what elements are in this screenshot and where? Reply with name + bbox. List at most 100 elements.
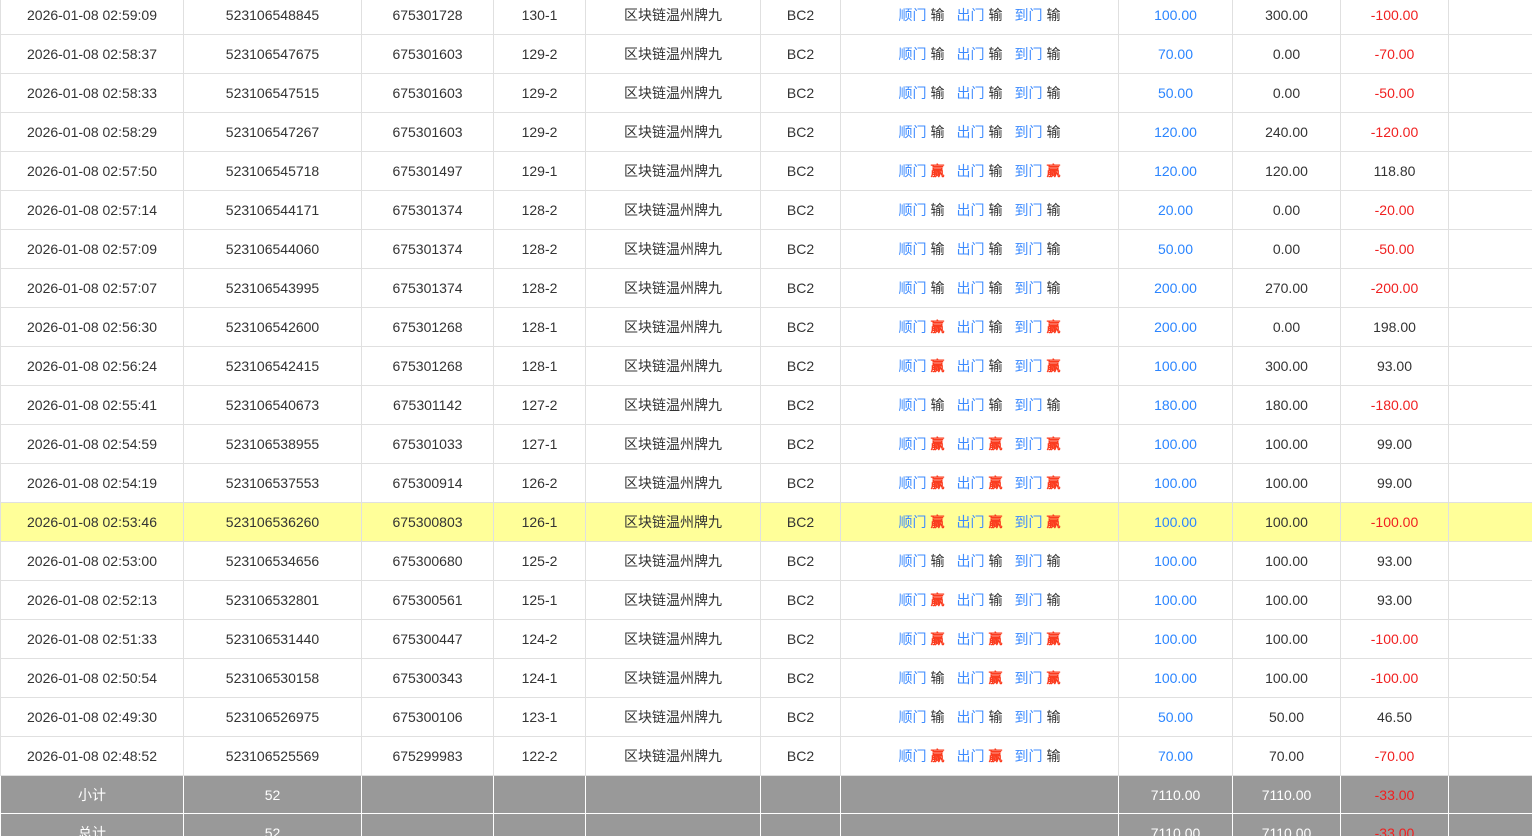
bet-gate-label: 顺门 (898, 124, 927, 140)
bet-outcome-win: 赢 (988, 748, 1003, 764)
table-row[interactable]: 2026-01-08 02:57:07 523106543995 675301374… (0, 268, 1532, 308)
table-row[interactable]: 2026-01-08 02:58:33 523106547515 675301603… (0, 73, 1532, 113)
table-row[interactable]: 2026-01-08 02:53:00 523106534656 675300680… (0, 541, 1532, 581)
summary-round-no (361, 775, 494, 814)
bet-outcome-lose: 输 (988, 709, 1003, 725)
bet-group: 到门输 (1015, 746, 1061, 766)
cell-blank (1448, 502, 1532, 542)
bet-outcome-lose: 输 (930, 46, 945, 62)
bet-outcome-lose: 输 (988, 46, 1003, 62)
cell-bets: 顺门赢出门输到门赢 (840, 346, 1119, 386)
bet-outcome-lose: 输 (1046, 280, 1061, 296)
bet-outcome-lose: 输 (988, 85, 1003, 101)
bet-gate-label: 顺门 (898, 358, 927, 374)
cell-blank (1448, 112, 1532, 152)
cell-bets: 顺门输出门输到门输 (840, 190, 1119, 230)
bet-group: 出门输 (957, 161, 1003, 181)
bet-group: 出门输 (957, 395, 1003, 415)
cell-table-no: 122-2 (493, 736, 586, 776)
bet-group: 顺门输 (899, 239, 945, 259)
table-row[interactable]: 2026-01-08 02:50:54 523106530158 675300343… (0, 658, 1532, 698)
cell-game-name: 区块链温州牌九 (585, 463, 761, 503)
cell-order-no: 523106538955 (183, 424, 362, 464)
bet-gate-label: 到门 (1014, 553, 1043, 569)
cell-game-name: 区块链温州牌九 (585, 619, 761, 659)
cell-game-name: 区块链温州牌九 (585, 112, 761, 152)
bet-gate-label: 到门 (1014, 631, 1043, 647)
bet-group: 出门输 (957, 707, 1003, 727)
table-row[interactable]: 2026-01-08 02:51:33 523106531440 675300447… (0, 619, 1532, 659)
bet-group: 顺门输 (899, 551, 945, 571)
table-row[interactable]: 2026-01-08 02:52:13 523106532801 675300561… (0, 580, 1532, 620)
bet-outcome-lose: 输 (930, 241, 945, 257)
cell-bets: 顺门赢出门赢到门赢 (840, 502, 1119, 542)
bet-gate-label: 出门 (956, 319, 985, 335)
cell-round-no: 675301603 (361, 73, 494, 113)
bet-gate-label: 顺门 (898, 592, 927, 608)
table-row[interactable]: 2026-01-08 02:56:30 523106542600 675301268… (0, 307, 1532, 347)
summary-amount: 7110.00 (1118, 775, 1233, 814)
bet-gate-label: 出门 (956, 163, 985, 179)
table-row[interactable]: 2026-01-08 02:57:09 523106544060 675301374… (0, 229, 1532, 269)
bet-gate-label: 到门 (1014, 358, 1043, 374)
cell-game-name: 区块链温州牌九 (585, 151, 761, 191)
cell-blank (1448, 658, 1532, 698)
cell-valid-amount: 300.00 (1232, 346, 1341, 386)
cell-game-name: 区块链温州牌九 (585, 268, 761, 308)
cell-order-no: 523106536260 (183, 502, 362, 542)
bet-gate-label: 到门 (1014, 514, 1043, 530)
cell-time: 2026-01-08 02:57:07 (0, 268, 184, 308)
bet-group: 到门赢 (1015, 629, 1061, 649)
cell-round-no: 675301268 (361, 346, 494, 386)
cell-bets: 顺门赢出门赢到门赢 (840, 463, 1119, 503)
summary-code (760, 775, 841, 814)
cell-valid-amount: 0.00 (1232, 190, 1341, 230)
bet-gate-label: 出门 (956, 475, 985, 491)
cell-amount: 70.00 (1118, 34, 1233, 74)
cell-round-no: 675301497 (361, 151, 494, 191)
cell-valid-amount: 70.00 (1232, 736, 1341, 776)
bet-group: 顺门赢 (899, 317, 945, 337)
bet-outcome-lose: 输 (1046, 202, 1061, 218)
cell-blank (1448, 34, 1532, 74)
table-row[interactable]: 2026-01-08 02:58:37 523106547675 675301603… (0, 34, 1532, 74)
bet-gate-label: 到门 (1014, 202, 1043, 218)
cell-order-no: 523106545718 (183, 151, 362, 191)
cell-game-name: 区块链温州牌九 (585, 580, 761, 620)
table-row[interactable]: 2026-01-08 02:56:24 523106542415 675301268… (0, 346, 1532, 386)
bet-outcome-win: 赢 (1046, 436, 1061, 452)
cell-amount: 200.00 (1118, 307, 1233, 347)
bet-outcome-lose: 输 (988, 124, 1003, 140)
bet-group: 出门输 (957, 278, 1003, 298)
bet-group: 顺门赢 (899, 356, 945, 376)
table-row[interactable]: 2026-01-08 02:54:59 523106538955 675301033… (0, 424, 1532, 464)
table-row[interactable]: 2026-01-08 02:57:50 523106545718 675301497… (0, 151, 1532, 191)
bet-gate-label: 顺门 (898, 7, 927, 23)
cell-valid-amount: 50.00 (1232, 697, 1341, 737)
cell-blank (1448, 73, 1532, 113)
bet-gate-label: 到门 (1014, 436, 1043, 452)
cell-round-no: 675301374 (361, 229, 494, 269)
cell-valid-amount: 100.00 (1232, 541, 1341, 581)
bet-group: 出门赢 (957, 746, 1003, 766)
table-row[interactable]: 2026-01-08 02:53:46 523106536260 675300803… (0, 502, 1532, 542)
cell-time: 2026-01-08 02:56:24 (0, 346, 184, 386)
bet-gate-label: 出门 (956, 631, 985, 647)
bet-group: 出门输 (957, 200, 1003, 220)
table-row[interactable]: 2026-01-08 02:59:09 523106548845 675301728… (0, 0, 1532, 35)
table-row[interactable]: 2026-01-08 02:49:30 523106526975 675300106… (0, 697, 1532, 737)
bet-group: 出门赢 (957, 473, 1003, 493)
bet-group: 出门赢 (957, 434, 1003, 454)
table-row[interactable]: 2026-01-08 02:58:29 523106547267 675301603… (0, 112, 1532, 152)
table-row[interactable]: 2026-01-08 02:54:19 523106537553 675300914… (0, 463, 1532, 503)
cell-order-no: 523106525569 (183, 736, 362, 776)
table-row[interactable]: 2026-01-08 02:57:14 523106544171 675301374… (0, 190, 1532, 230)
bet-gate-label: 出门 (956, 397, 985, 413)
bet-gate-label: 顺门 (898, 436, 927, 452)
cell-amount: 50.00 (1118, 697, 1233, 737)
bet-gate-label: 出门 (956, 514, 985, 530)
table-row[interactable]: 2026-01-08 02:48:52 523106525569 675299983… (0, 736, 1532, 776)
bet-gate-label: 到门 (1014, 124, 1043, 140)
table-row[interactable]: 2026-01-08 02:55:41 523106540673 675301142… (0, 385, 1532, 425)
